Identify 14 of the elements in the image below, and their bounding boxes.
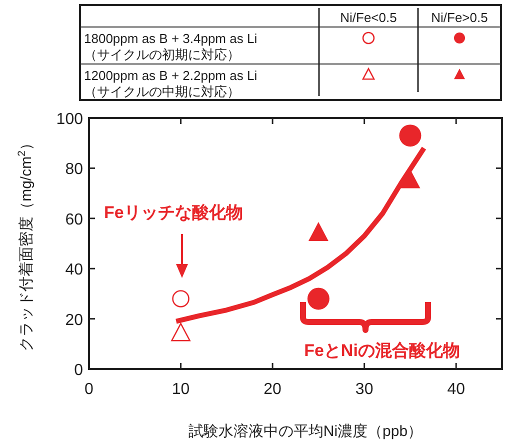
x-tick-label: 0 [84, 381, 94, 398]
x-tick-label: 10 [172, 381, 190, 398]
y-tick-label: 20 [65, 312, 84, 329]
x-tick-label: 20 [264, 381, 282, 398]
table: Ni/Fe<0.5 Ni/Fe>0.5 1800ppm as B + 3.4ppm as Li （サイクルの初期に対応） 1200ppm as B + 2.2ppm as Li （サイクルの中期に対応） [79, 4, 502, 101]
y-tick-label: 40 [65, 262, 84, 279]
x-tick-label: 30 [355, 381, 374, 398]
annotation: FeとNiの混合酸化物 [304, 341, 460, 360]
y-tick-label: 60 [65, 211, 84, 228]
x-axis-title: 試験水溶液中の平均Ni濃度（ppb） [188, 423, 423, 440]
y-tick-label: 0 [74, 362, 84, 379]
x-tick-label: 40 [447, 381, 466, 398]
y-tick-label: 100 [56, 111, 84, 128]
y-tick-label: 80 [65, 161, 84, 178]
